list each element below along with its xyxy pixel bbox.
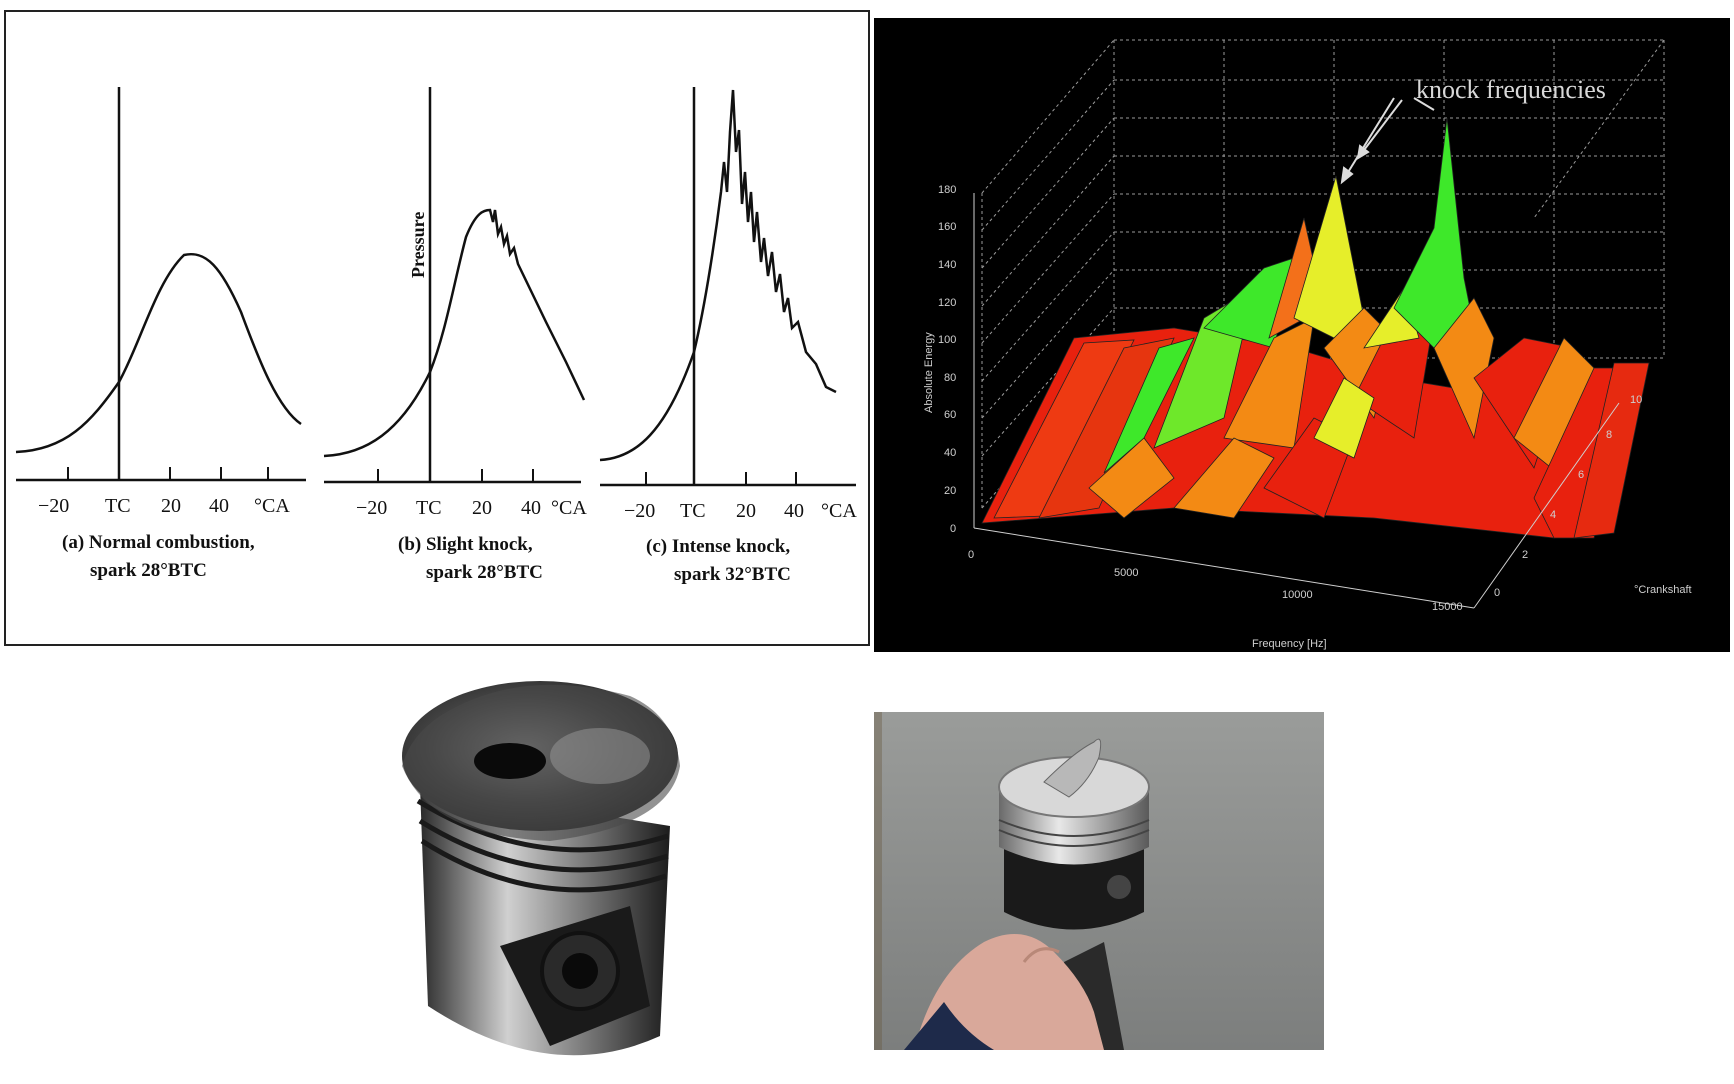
x-axis-label: Frequency [Hz]: [1252, 638, 1327, 650]
pressure-plot-slight-knock: Pressure −20 TC 20 40 °CA (b) Slight kno…: [323, 87, 587, 583]
pressure-plot-intense-knock: −20 TC 20 40 °CA (c) Intense knock, spar…: [599, 87, 857, 585]
x-tick-label: 10000: [1282, 589, 1313, 601]
caption-slight-knock-line1: (b) Slight knock,: [398, 534, 533, 555]
knock-frequencies-annotation: knock frequencies: [1416, 75, 1606, 104]
y-axis-label: °Crankshaft: [1634, 584, 1692, 596]
z-tick-label: 60: [944, 409, 956, 421]
z-tick-label: 100: [938, 334, 956, 346]
y-tick-label: 8: [1606, 429, 1612, 441]
z-axis: 0 20 40 60 80 100 120 140 160 180 Absolu…: [923, 184, 975, 535]
z-tick-label: 180: [938, 184, 956, 196]
tick-label: TC: [105, 495, 131, 517]
caption-slight-knock-line2: spark 28°BTC: [426, 562, 543, 583]
caption-normal-line1: (a) Normal combustion,: [62, 532, 255, 553]
pressure-curve-intense-knock: [599, 89, 837, 462]
tick-label: 20: [472, 497, 492, 519]
knock-arrows: [1340, 97, 1435, 185]
tick-label: −20: [38, 495, 69, 517]
z-tick-label: 40: [944, 447, 956, 459]
y-tick-label: 6: [1578, 469, 1584, 481]
caption-intense-knock-line1: (c) Intense knock,: [646, 536, 790, 557]
z-tick-label: 160: [938, 221, 956, 233]
tick-label: 40: [521, 497, 541, 519]
z-tick-label: 140: [938, 259, 956, 271]
pressure-trace-figure: −20 TC 20 40 °CA (a) Normal combustion, …: [4, 10, 870, 646]
y-tick-label: 4: [1550, 509, 1556, 521]
z-tick-label: 0: [950, 523, 956, 535]
caption-intense-knock-line2: spark 32°BTC: [674, 564, 791, 585]
tick-label: °CA: [551, 497, 587, 519]
energy-surface: [981, 117, 1650, 539]
tick-label: °CA: [821, 500, 857, 522]
pressure-curve-slight-knock: [323, 208, 586, 458]
caption-normal-line2: spark 28°BTC: [90, 560, 207, 581]
tick-label: TC: [416, 497, 442, 519]
pressure-plot-normal: −20 TC 20 40 °CA (a) Normal combustion, …: [15, 87, 306, 581]
z-tick-label: 20: [944, 485, 956, 497]
x-tick-label: 0: [968, 549, 974, 561]
x-tick-label: 5000: [1114, 567, 1138, 579]
tick-label: TC: [680, 500, 706, 522]
y-axis: 0 2 4 6 8 10 °Crankshaft: [1473, 394, 1692, 609]
z-axis-label: Absolute Energy: [923, 332, 935, 413]
tick-label: 40: [209, 495, 229, 517]
y-tick-label: 10: [1630, 394, 1642, 406]
tick-label: °CA: [254, 495, 290, 517]
tick-label: −20: [356, 497, 387, 519]
y-axis-label: Pressure: [408, 212, 428, 278]
y-tick-label: 2: [1522, 549, 1528, 561]
tick-label: 40: [784, 500, 804, 522]
tick-label: 20: [161, 495, 181, 517]
x-tick-label: 15000: [1432, 601, 1463, 613]
y-tick-label: 0: [1494, 587, 1500, 599]
x-axis: 0 5000 10000 15000 Frequency [Hz]: [968, 527, 1475, 650]
z-tick-label: 120: [938, 297, 956, 309]
tick-label: 20: [736, 500, 756, 522]
pressure-curve-normal: [15, 252, 302, 454]
tick-label: −20: [624, 500, 655, 522]
knock-spectrum-figure: knock frequencies 0 20 40 60 80 100 120 …: [874, 18, 1730, 652]
z-tick-label: 80: [944, 372, 956, 384]
piston-in-hand-photo: [874, 712, 1324, 1050]
damaged-piston-photo: [400, 676, 750, 1081]
